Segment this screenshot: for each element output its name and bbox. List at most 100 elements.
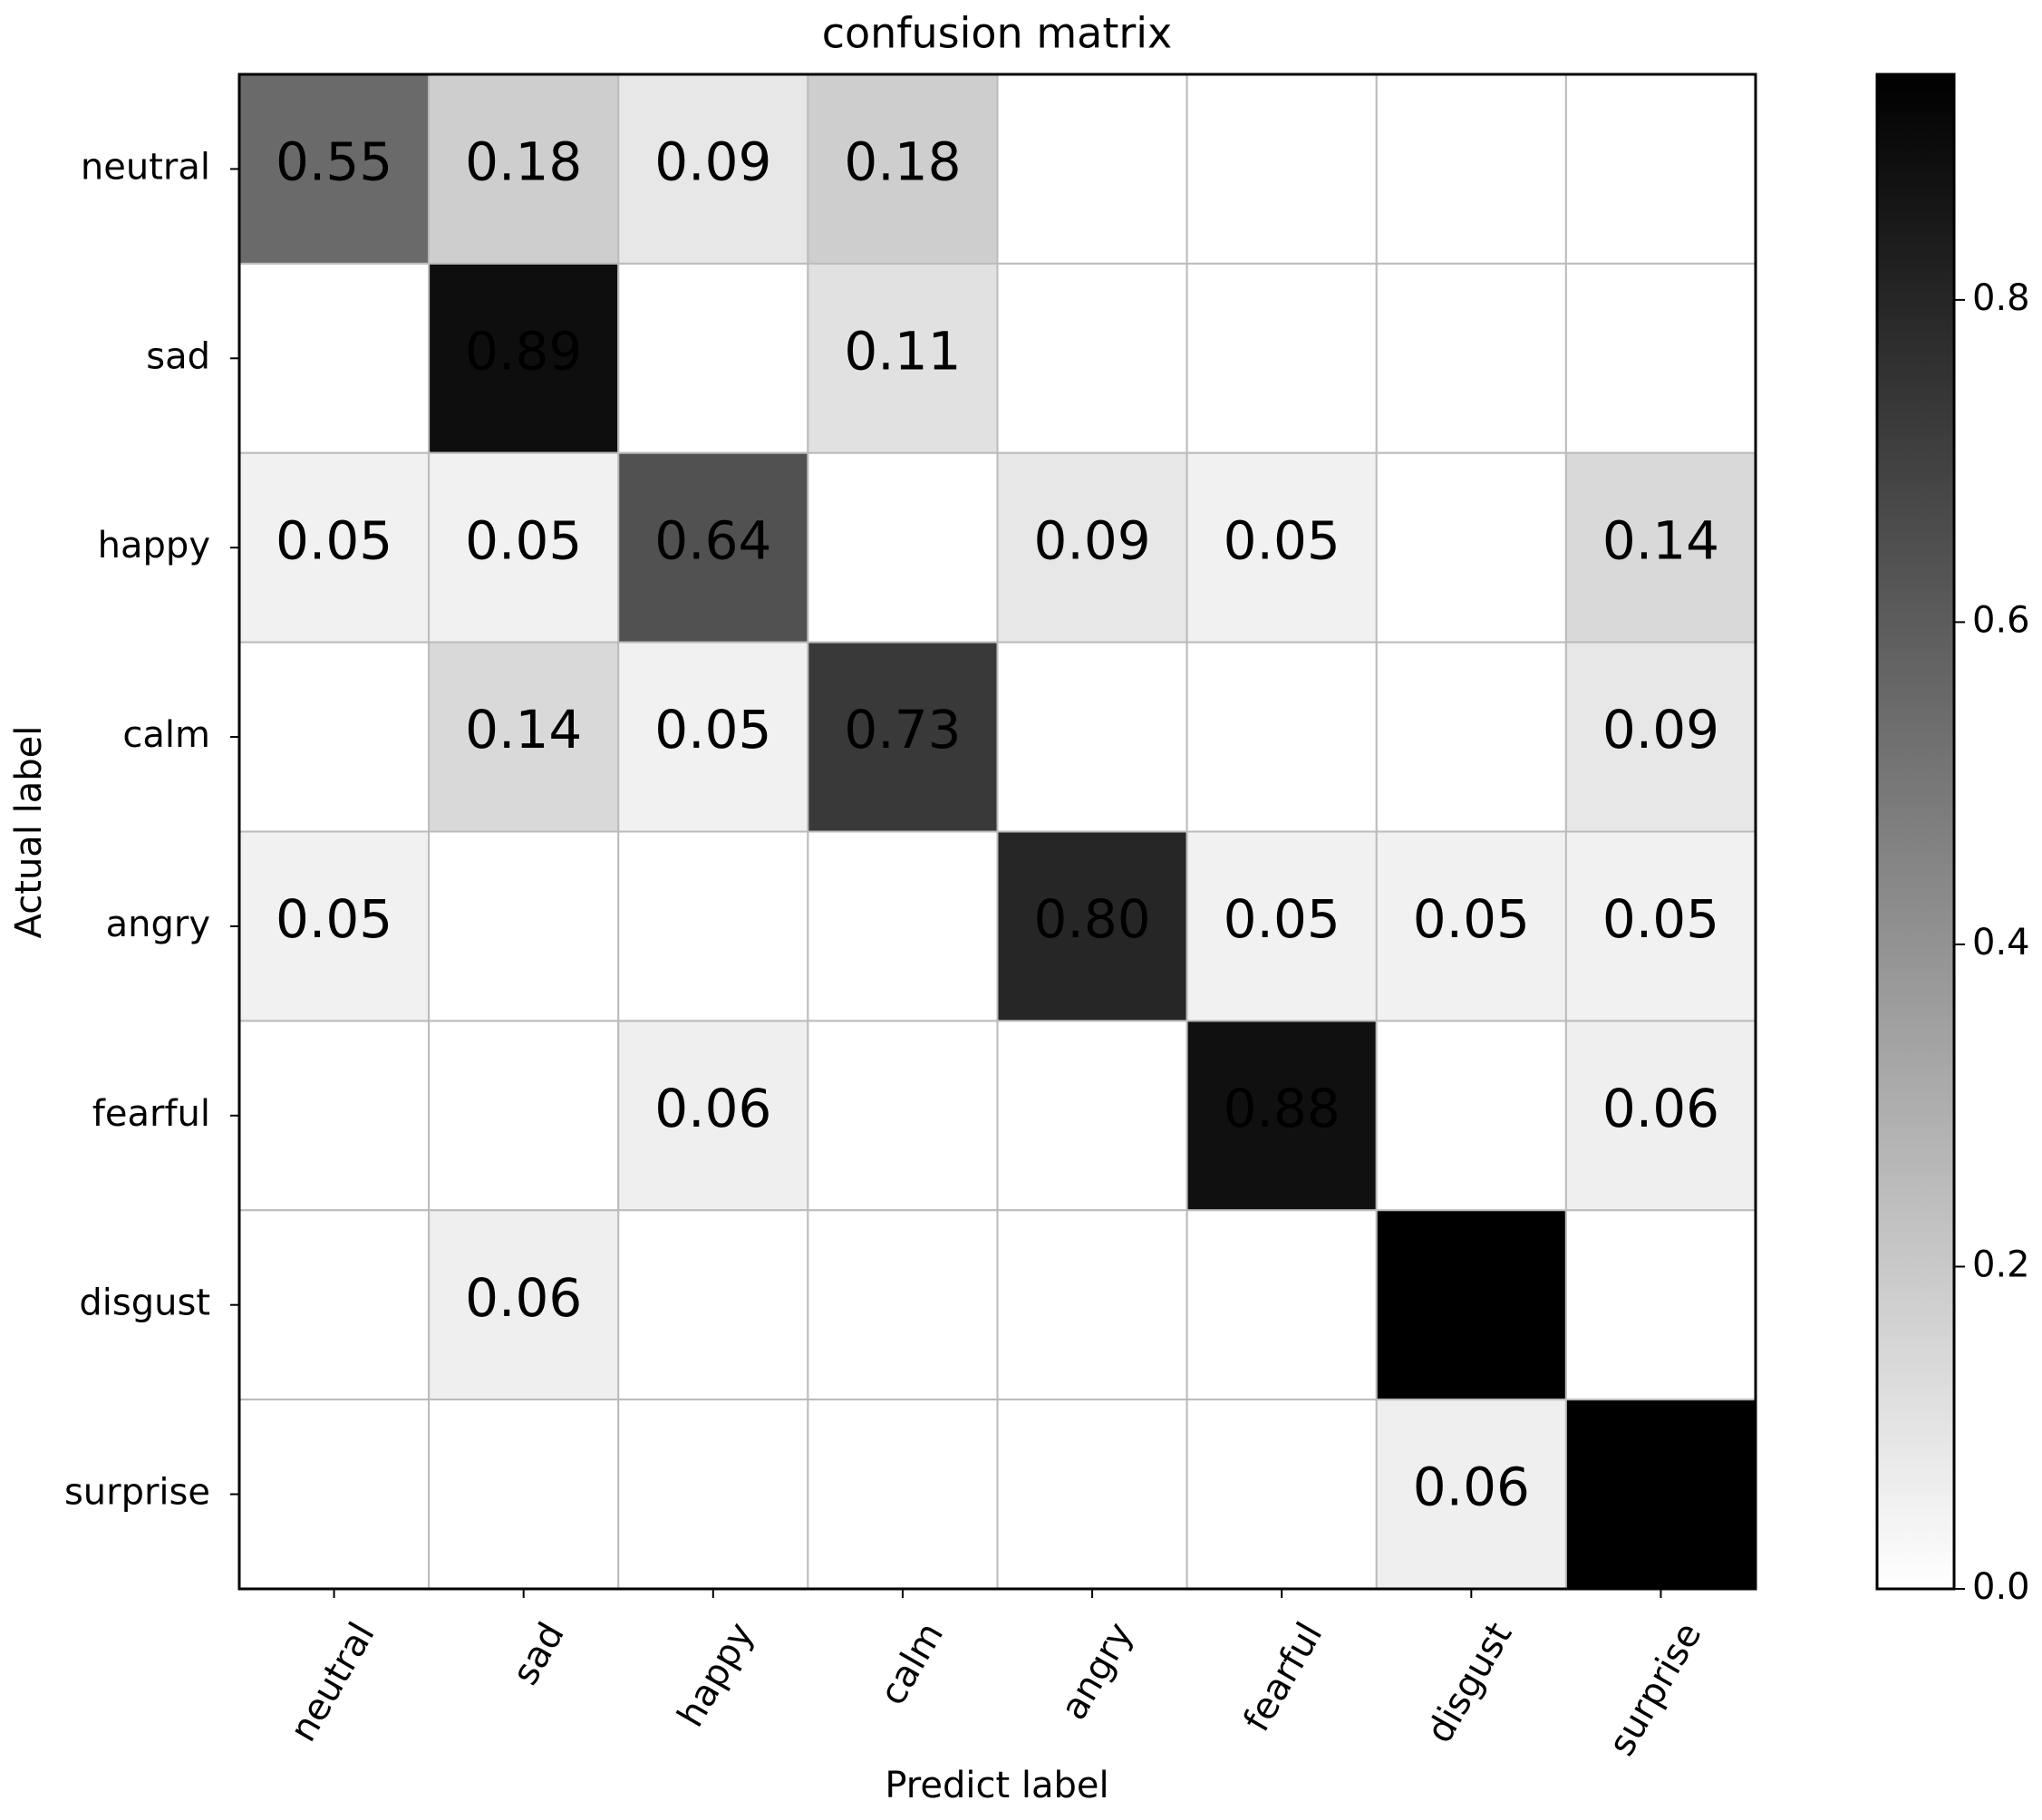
cell xyxy=(1564,73,1757,265)
cell xyxy=(1375,451,1567,644)
cell xyxy=(238,73,431,265)
cell xyxy=(1186,830,1378,1022)
cell-label: 0.06 xyxy=(1602,1078,1719,1139)
cell xyxy=(617,830,809,1022)
cell-label: 0.05 xyxy=(276,888,392,950)
cell xyxy=(807,262,999,454)
cell xyxy=(238,1399,431,1590)
cell xyxy=(1186,73,1378,265)
cell-label: 0.09 xyxy=(654,131,771,193)
cell xyxy=(1375,262,1567,454)
cell xyxy=(807,641,999,833)
y-tick-label: fearful xyxy=(92,1093,210,1135)
cell xyxy=(428,451,620,644)
cell xyxy=(617,1399,809,1590)
cell xyxy=(807,451,999,644)
cell-label: 0.64 xyxy=(654,509,771,571)
cell xyxy=(238,1020,431,1212)
cell xyxy=(238,262,431,454)
y-tick-label: disgust xyxy=(79,1283,210,1324)
cell xyxy=(1375,1399,1567,1590)
cell-label: 0.09 xyxy=(1602,699,1719,760)
cell-label: 0.06 xyxy=(1413,1457,1530,1518)
cell xyxy=(996,1399,1188,1590)
cell xyxy=(1186,1399,1378,1590)
cell-label: 0.09 xyxy=(1033,509,1150,571)
cell xyxy=(807,1020,999,1212)
cell-label: 0.11 xyxy=(844,320,961,382)
cell-label: 0.94 xyxy=(1413,1267,1530,1329)
cell-label: 0.80 xyxy=(1033,888,1150,950)
cell-label: 0.14 xyxy=(1602,509,1719,571)
x-axis-label: Predict label xyxy=(885,1765,1108,1806)
cell xyxy=(996,1020,1188,1212)
cell xyxy=(1564,262,1757,454)
x-tick-label: neutral xyxy=(282,1616,382,1749)
cell xyxy=(1564,451,1757,644)
x-tick-label: fearful xyxy=(1235,1616,1331,1739)
cell-label: 0.05 xyxy=(276,509,392,571)
cell-label: 0.05 xyxy=(1413,888,1530,950)
colorbar-tick-label: 0.8 xyxy=(1972,277,2030,319)
cell xyxy=(238,641,431,833)
cell-label: 0.06 xyxy=(654,1078,771,1139)
y-tick-label: angry xyxy=(106,904,210,945)
cell xyxy=(1564,1399,1757,1590)
cell-label: 0.05 xyxy=(465,509,582,571)
cell xyxy=(1375,641,1567,833)
cell xyxy=(617,641,809,833)
cell xyxy=(996,262,1188,454)
cell xyxy=(996,641,1188,833)
cell xyxy=(428,641,620,833)
x-tick-label: surprise xyxy=(1601,1616,1709,1763)
cell-label: 0.05 xyxy=(1224,509,1340,571)
cell xyxy=(1186,1020,1378,1212)
cell xyxy=(807,1209,999,1401)
cell xyxy=(807,1399,999,1590)
cell xyxy=(1564,641,1757,833)
cell xyxy=(1186,641,1378,833)
x-tick-label: sad xyxy=(505,1616,573,1692)
x-tick-label: calm xyxy=(872,1616,952,1713)
chart-title: confusion matrix xyxy=(822,9,1173,58)
colorbar-tick-label: 0.2 xyxy=(1972,1244,2030,1285)
cell xyxy=(1375,73,1567,265)
cell-label: 0.88 xyxy=(1224,1078,1340,1139)
cell-label: 0.55 xyxy=(276,131,392,193)
cell xyxy=(428,1209,620,1401)
y-tick-label: sad xyxy=(146,335,210,377)
cell xyxy=(996,73,1188,265)
y-tick-label: neutral xyxy=(81,146,210,188)
cell xyxy=(996,1209,1188,1401)
cell-label: 0.05 xyxy=(1224,888,1340,950)
colorbar-tick-label: 0.0 xyxy=(1972,1566,2030,1608)
cell xyxy=(428,262,620,454)
cell-label: 0.94 xyxy=(1602,1457,1719,1518)
y-tick-label: happy xyxy=(98,525,210,566)
cell xyxy=(996,830,1188,1022)
cell-label: 0.18 xyxy=(844,131,961,193)
cell xyxy=(1564,1209,1757,1401)
x-tick-label: angry xyxy=(1053,1616,1142,1728)
cell xyxy=(1186,262,1378,454)
cell-label: 0.06 xyxy=(465,1267,582,1329)
cell xyxy=(1375,1020,1567,1212)
colorbar xyxy=(1875,73,1956,1591)
cell xyxy=(238,1209,431,1401)
cell xyxy=(1564,830,1757,1022)
colorbar-tick-label: 0.4 xyxy=(1972,922,2030,963)
cell-label: 0.05 xyxy=(654,699,771,760)
y-tick-label: surprise xyxy=(64,1472,210,1514)
cell-label: 0.18 xyxy=(465,131,582,193)
x-tick-label: disgust xyxy=(1418,1616,1520,1750)
cell-label: 0.73 xyxy=(844,699,961,760)
cell xyxy=(617,262,809,454)
cell xyxy=(428,1399,620,1590)
cell xyxy=(807,73,999,265)
cell xyxy=(1186,1209,1378,1401)
cell xyxy=(428,73,620,265)
cell xyxy=(996,451,1188,644)
cell xyxy=(238,830,431,1022)
